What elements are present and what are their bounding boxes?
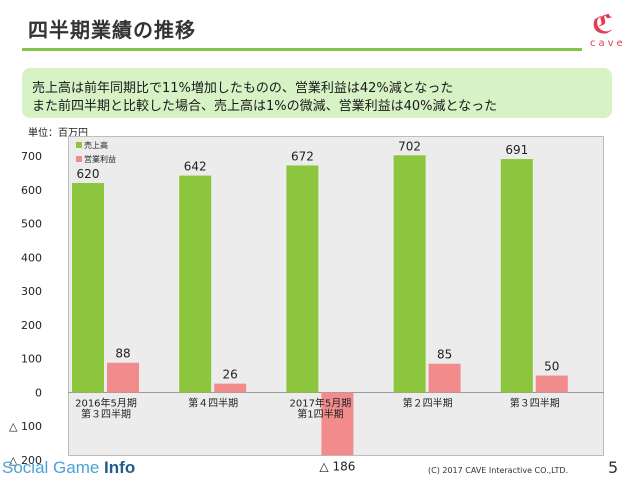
operating-profit-bar bbox=[107, 362, 139, 393]
y-tick-label: 0 bbox=[35, 386, 42, 399]
data-label: △ 186 bbox=[319, 459, 355, 473]
category-label: 第３四半期 bbox=[510, 396, 560, 409]
legend-swatch bbox=[76, 142, 82, 148]
cave-logo-text: cave bbox=[590, 38, 626, 49]
category-label: 第２四半期 bbox=[403, 396, 453, 409]
sales-bar bbox=[500, 159, 533, 393]
data-label: 620 bbox=[77, 167, 100, 181]
category-label: 第４四半期 bbox=[188, 396, 238, 409]
y-tick-label: 300 bbox=[21, 285, 42, 298]
data-label: 85 bbox=[437, 348, 452, 362]
y-tick-label: 700 bbox=[21, 150, 42, 163]
operating-profit-bar bbox=[428, 363, 461, 393]
category-label: 第３四半期 bbox=[81, 407, 131, 420]
title-underline bbox=[22, 48, 582, 51]
brand-bold: Info bbox=[104, 458, 136, 477]
data-label: 50 bbox=[544, 360, 559, 374]
social-game-info-logo: Social Game Info bbox=[2, 458, 135, 478]
operating-profit-bar bbox=[321, 392, 354, 456]
slide-header: 四半期業績の推移 ℭ cave bbox=[0, 0, 640, 52]
summary-line-2: また前四半期と比較した場合、売上高は1%の微減、営業利益は40%減となった bbox=[32, 99, 498, 114]
category-label: 2017年5月期 bbox=[289, 396, 351, 409]
cave-logo-icon: ℭ bbox=[592, 10, 614, 40]
y-tick-label: △ 200 bbox=[9, 454, 42, 467]
sales-bar bbox=[179, 175, 212, 393]
sales-bar bbox=[72, 183, 104, 393]
summary-box: 売上高は前年同期比で11%増加したものの、営業利益は42%減となった また前四半… bbox=[22, 68, 612, 118]
page-number: 5 bbox=[608, 458, 619, 477]
y-tick-label: 200 bbox=[21, 319, 42, 332]
summary-line-1: 売上高は前年同期比で11%増加したものの、営業利益は42%減となった bbox=[32, 81, 454, 96]
y-tick-label: 600 bbox=[21, 184, 42, 197]
data-label: 26 bbox=[223, 368, 238, 382]
unit-label: 単位：百万円 bbox=[28, 128, 88, 139]
legend-label: 売上高 bbox=[84, 140, 108, 150]
operating-profit-bar bbox=[535, 375, 568, 393]
y-tick-label: 400 bbox=[21, 251, 42, 264]
y-tick-label: 500 bbox=[21, 218, 42, 231]
legend-label: 営業利益 bbox=[84, 154, 116, 164]
data-label: 691 bbox=[505, 143, 528, 157]
data-label: 672 bbox=[291, 149, 314, 163]
data-label: 702 bbox=[398, 139, 421, 153]
data-label: 88 bbox=[115, 347, 130, 361]
sales-bar bbox=[393, 155, 426, 393]
category-label: 第1四半期 bbox=[297, 407, 343, 420]
slide-title: 四半期業績の推移 bbox=[28, 18, 196, 42]
operating-profit-bar bbox=[214, 383, 247, 393]
y-tick-label: 100 bbox=[21, 353, 42, 366]
sales-bar bbox=[286, 165, 319, 393]
y-tick-label: △ 100 bbox=[9, 420, 42, 433]
data-label: 642 bbox=[184, 160, 207, 174]
copyright-text: (C) 2017 CAVE Interactive CO.,LTD. bbox=[428, 466, 569, 475]
cave-logo: ℭ cave bbox=[584, 10, 630, 50]
category-label: 2016年5月期 bbox=[75, 396, 137, 409]
brand-light: Social Game bbox=[2, 458, 105, 477]
legend-swatch bbox=[76, 156, 82, 162]
